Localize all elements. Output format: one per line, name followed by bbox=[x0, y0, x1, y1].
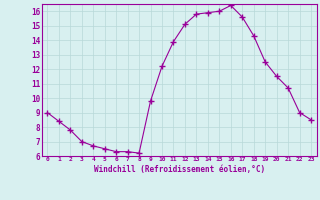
X-axis label: Windchill (Refroidissement éolien,°C): Windchill (Refroidissement éolien,°C) bbox=[94, 165, 265, 174]
